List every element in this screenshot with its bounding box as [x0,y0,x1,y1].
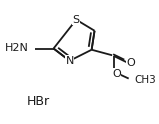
Text: HBr: HBr [26,95,50,108]
Text: N: N [66,56,74,66]
Text: S: S [73,15,80,25]
Text: O: O [126,59,135,68]
Text: CH3: CH3 [134,75,156,85]
Text: H2N: H2N [5,43,29,53]
Text: O: O [112,69,121,79]
